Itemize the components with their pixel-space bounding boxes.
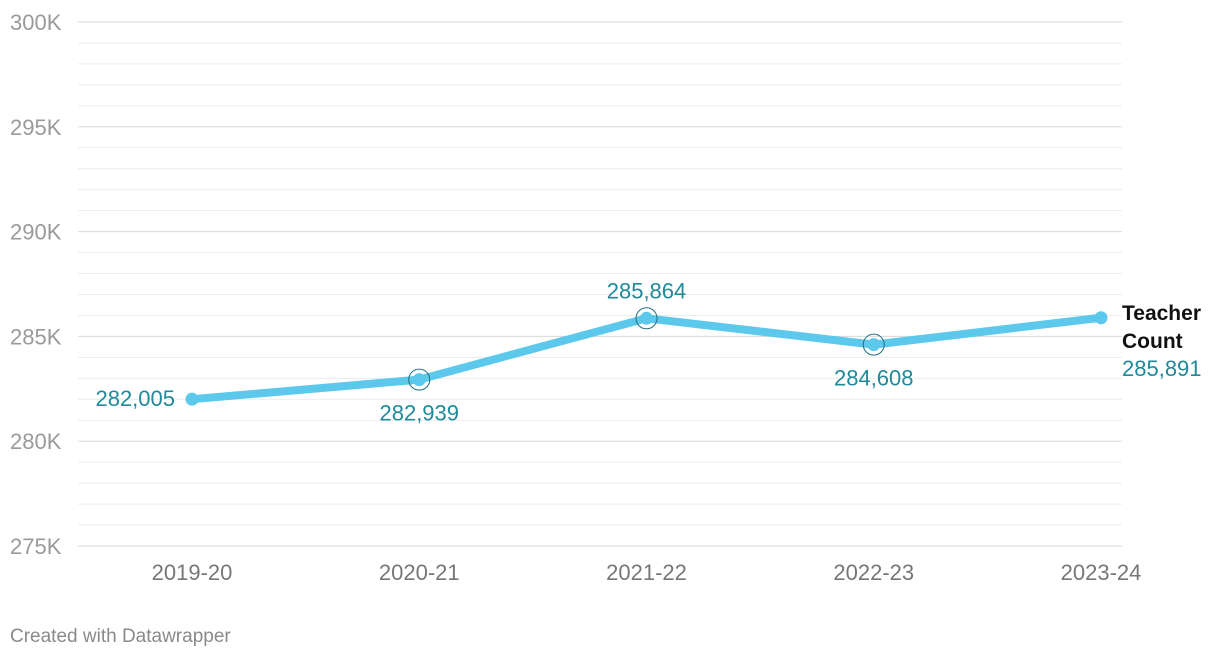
data-label: 284,608 <box>834 366 914 391</box>
series-name-label: Teacher Count 285,891 <box>1122 302 1202 381</box>
data-point <box>412 373 426 387</box>
y-tick-label: 275K <box>10 534 62 559</box>
data-label: 282,005 <box>95 386 175 411</box>
y-axis: 300K 295K 290K 285K 280K 275K <box>10 10 62 559</box>
credit-text: Created with Datawrapper <box>10 626 231 647</box>
series-line <box>188 313 1105 404</box>
gridlines <box>78 21 1122 547</box>
data-label: 285,891 <box>1122 356 1202 381</box>
x-tick-label: 2022-23 <box>833 560 914 585</box>
x-tick-label: 2021-22 <box>606 560 687 585</box>
data-point <box>185 392 199 406</box>
data-points <box>185 307 1108 406</box>
x-axis: 2019-20 2020-21 2021-22 2022-23 2023-24 <box>152 560 1142 585</box>
x-tick-label: 2020-21 <box>379 560 460 585</box>
x-tick-label: 2019-20 <box>152 560 233 585</box>
y-tick-label: 280K <box>10 429 62 454</box>
data-label: 282,939 <box>379 401 459 426</box>
series-name-text: Teacher <box>1122 302 1201 325</box>
data-point-ring <box>862 333 885 356</box>
data-point <box>867 338 881 352</box>
data-point-ring <box>408 368 431 391</box>
y-tick-label: 295K <box>10 115 62 140</box>
teacher-count-line <box>188 313 1105 404</box>
data-point <box>1094 311 1108 325</box>
series-name-text: Count <box>1122 330 1183 353</box>
y-tick-label: 300K <box>10 10 62 35</box>
data-labels: 282,005 282,939 285,864 284,608 <box>95 278 913 425</box>
data-point-ring <box>635 307 658 330</box>
y-tick-label: 285K <box>10 324 62 349</box>
x-tick-label: 2023-24 <box>1061 560 1142 585</box>
data-label: 285,864 <box>607 278 687 303</box>
data-point <box>640 311 653 325</box>
y-tick-label: 290K <box>10 220 62 245</box>
